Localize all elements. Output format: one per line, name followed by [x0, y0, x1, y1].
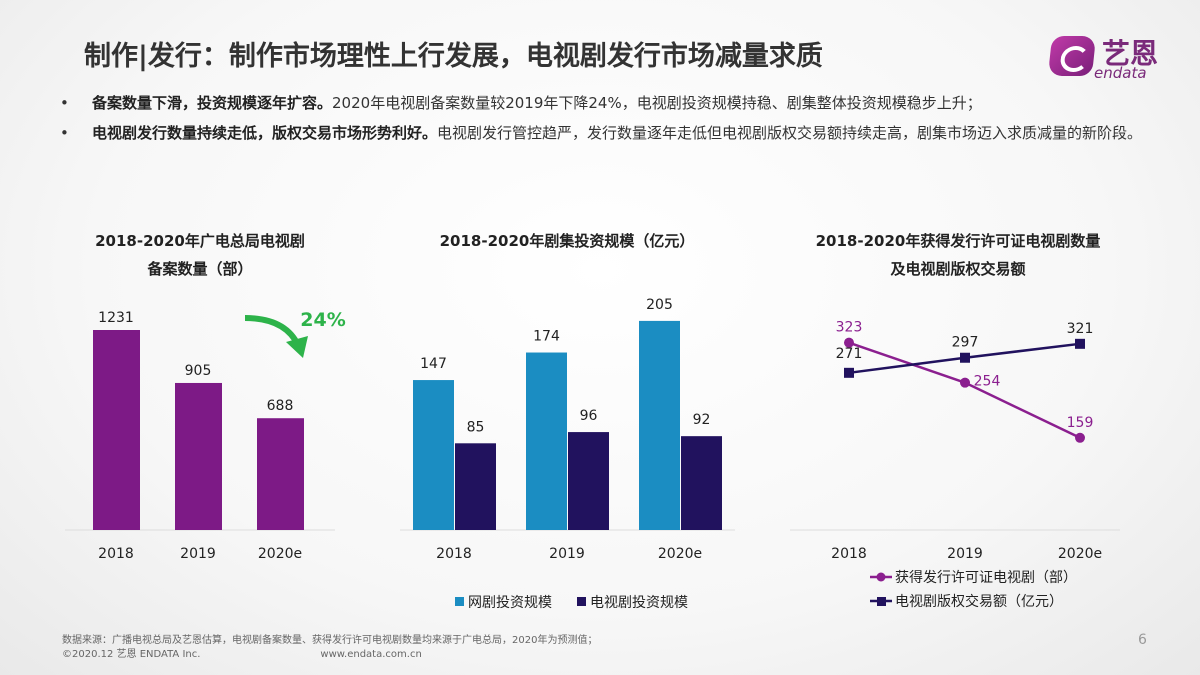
bullet-marker: •: [60, 94, 69, 112]
chart1-x-tick: 2019: [180, 546, 216, 562]
chart2-data-label: 85: [467, 419, 485, 435]
chart3-legend-square-icon: [877, 597, 886, 606]
bullet-item: • 电视剧发行数量持续走低，版权交易市场形势利好。电视剧发行管控趋严，发行数量逐…: [60, 118, 1160, 148]
chart3-data-label: 254: [974, 374, 1001, 390]
chart2-bar: [568, 432, 609, 530]
chart3-point-square: [1075, 338, 1085, 349]
chart2-bar: [526, 352, 567, 530]
chart2-bar: [455, 443, 496, 530]
chart3-point-circle: [844, 337, 854, 348]
chart2-x-tick: 2019: [549, 546, 585, 562]
chart3-data-label: 297: [952, 335, 979, 351]
footer: 数据来源：广播电视总局及艺恩估算，电视剧备案数量、获得发行许可电视剧数量均来源于…: [62, 634, 597, 662]
chart3-x-tick: 2018: [831, 546, 867, 562]
chart2-legend-label: 网剧投资规模: [468, 595, 552, 611]
chart1-x-tick: 2020e: [258, 546, 302, 562]
chart3-data-label: 323: [836, 320, 863, 336]
chart3-x-tick: 2020e: [1058, 546, 1102, 562]
chart1-title: 备案数量（部）: [146, 260, 252, 278]
chart2-x-tick: 2018: [436, 546, 472, 562]
bullet-text: 电视剧发行管控趋严，发行数量逐年走低但电视剧版权交易额持续走高，剧集市场迈入求质…: [437, 124, 1143, 142]
chart2-legend-swatch: [577, 597, 586, 606]
chart1-title: 2018-2020年广电总局电视剧: [95, 232, 305, 250]
endata-logo: 艺恩 endata: [1047, 32, 1180, 82]
chart1-data-label: 1231: [98, 310, 134, 326]
chart3-legend-label: 电视剧版权交易额（亿元）: [895, 593, 1063, 610]
chart2-data-label: 147: [420, 356, 447, 372]
chart1-bar: [93, 330, 140, 530]
chart1-data-label: 688: [267, 398, 294, 414]
chart3-data-label: 159: [1067, 415, 1094, 431]
chart1-annotation: 24%: [300, 309, 345, 331]
page-title: 制作|发行：制作市场理性上行发展，电视剧发行市场减量求质: [84, 41, 823, 72]
bullet-bold: 电视剧发行数量持续走低，版权交易市场形势利好。: [92, 124, 438, 142]
chart1-data-label: 905: [185, 363, 212, 379]
down-arrow-head-icon: [286, 336, 308, 358]
chart2-x-tick: 2020e: [658, 546, 702, 562]
chart3-point-circle: [1075, 432, 1085, 443]
page-number: 6: [1138, 632, 1147, 648]
bullet-marker: •: [60, 124, 69, 142]
chart3-data-label: 321: [1067, 321, 1094, 337]
chart3-x-tick: 2019: [947, 546, 983, 562]
chart2-title: 2018-2020年剧集投资规模（亿元）: [440, 232, 695, 250]
chart1-x-tick: 2018: [98, 546, 134, 562]
chart3-point-square: [960, 352, 970, 363]
chart1-bar: [257, 418, 304, 530]
bullet-text: 2020年电视剧备案数量较2019年下降24%，电视剧投资规模持稳、剧集整体投资…: [332, 94, 982, 112]
summary-bullets: • 备案数量下滑，投资规模逐年扩容。2020年电视剧备案数量较2019年下降24…: [60, 88, 1160, 148]
chart3-title: 2018-2020年获得发行许可证电视剧数量: [816, 232, 1101, 250]
chart3-legend-label: 获得发行许可证电视剧（部）: [895, 569, 1077, 586]
chart2-bar: [639, 320, 680, 530]
chart2-bar: [413, 380, 454, 530]
chart2-data-label: 96: [580, 408, 598, 424]
chart2-bar: [681, 436, 722, 530]
chart3-data-label: 271: [836, 346, 863, 362]
logo-en: endata: [1094, 64, 1147, 82]
bullet-item: • 备案数量下滑，投资规模逐年扩容。2020年电视剧备案数量较2019年下降24…: [60, 88, 1160, 118]
chart3-title: 及电视剧版权交易额: [890, 260, 1025, 278]
chart3-point-circle: [960, 377, 970, 388]
data-source: 数据来源：广播电视总局及艺恩估算，电视剧备案数量、获得发行许可电视剧数量均来源于…: [62, 635, 598, 646]
chart2-legend-label: 电视剧投资规模: [590, 595, 688, 611]
chart2-data-label: 174: [533, 329, 560, 345]
copyright: ©2020.12 艺恩 ENDATA Inc.: [62, 649, 201, 660]
chart2-legend-swatch: [455, 597, 464, 606]
chart3-legend-circle-icon: [876, 572, 886, 582]
bullet-bold: 备案数量下滑，投资规模逐年扩容。: [92, 94, 333, 112]
chart2-data-label: 92: [693, 412, 711, 428]
chart2-data-label: 205: [646, 297, 673, 313]
chart1-bar: [175, 382, 222, 530]
website-link[interactable]: www.endata.com.cn: [320, 649, 422, 660]
chart3-point-square: [844, 367, 854, 378]
logo-cn: 艺恩: [1102, 37, 1159, 70]
